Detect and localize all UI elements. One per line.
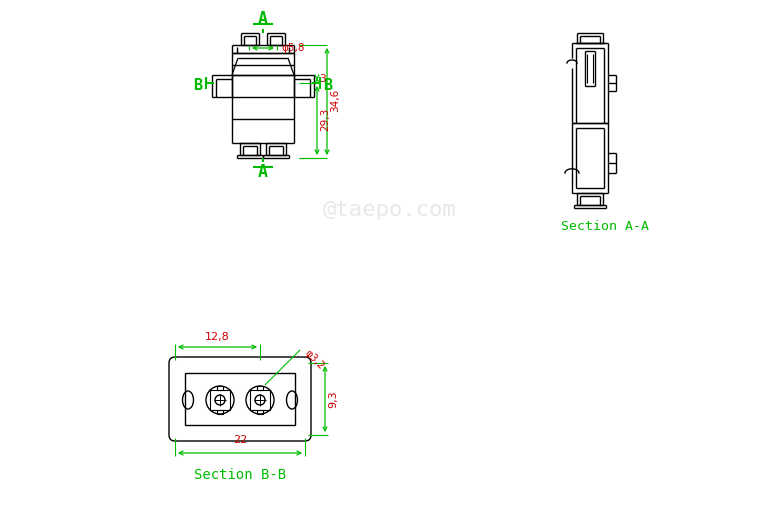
Text: B: B — [193, 77, 203, 93]
Text: 9,3: 9,3 — [328, 390, 338, 408]
Text: 29,3: 29,3 — [320, 108, 330, 130]
Text: φ5,8: φ5,8 — [281, 43, 304, 53]
Text: 3: 3 — [319, 74, 325, 84]
Text: φ3,2: φ3,2 — [302, 348, 325, 372]
Bar — [210, 390, 230, 410]
Bar — [185, 373, 295, 425]
Text: A: A — [258, 10, 268, 28]
Text: B: B — [324, 77, 332, 93]
Text: Section A-A: Section A-A — [561, 220, 649, 234]
Text: A: A — [258, 163, 268, 181]
Text: @taepo.com: @taepo.com — [323, 200, 457, 220]
Text: 12,8: 12,8 — [205, 332, 229, 342]
Bar — [257, 410, 263, 414]
Bar — [217, 386, 223, 390]
Text: 22: 22 — [233, 435, 247, 445]
Text: 34,6: 34,6 — [330, 89, 340, 112]
Bar — [257, 386, 263, 390]
Text: Section B-B: Section B-B — [194, 468, 286, 482]
Bar — [217, 410, 223, 414]
Bar — [250, 390, 270, 410]
